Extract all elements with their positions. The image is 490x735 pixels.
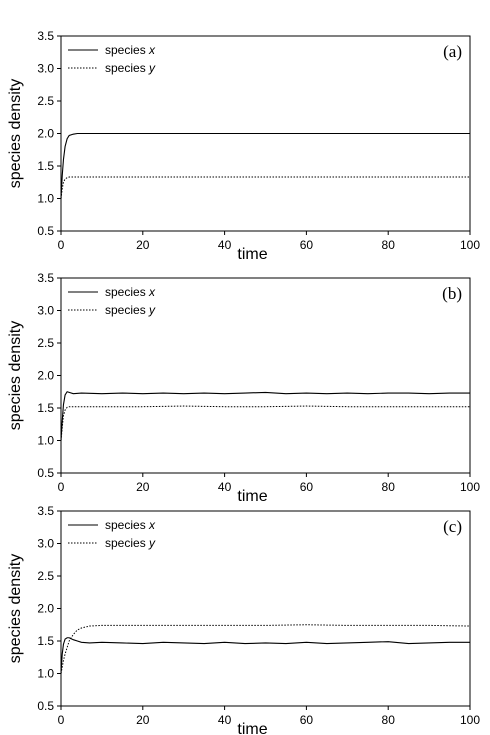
legend-text: species [105,536,149,550]
y-tick-label: 3.5 [37,504,54,518]
x-tick-label: 60 [300,480,314,494]
panel-label: (a) [443,42,462,61]
legend-var: x [148,285,156,299]
y-tick-label: 3.5 [37,271,54,285]
y-tick-label: 1.0 [37,192,54,206]
x-tick-label: 20 [136,713,150,727]
series-line-y [60,405,470,441]
x-tick-label: 40 [218,238,232,252]
x-tick-label: 100 [460,480,480,494]
x-tick-label: 20 [136,480,150,494]
x-axis-label: time [237,246,267,263]
y-tick-label: 0.5 [37,699,54,713]
legend-var: x [148,43,156,57]
y-tick-label: 2.5 [37,569,54,583]
series-line-y [60,176,470,199]
x-tick-label: 80 [382,238,396,252]
y-tick-label: 2.0 [37,127,54,141]
chart-panel-1: 0.5 1.0 1.5 2.0 2.5 3.0 3.5 0 20 40 60 80 100 time spe… [7,271,480,505]
legend-text: species [105,285,149,299]
y-tick-label: 2.5 [37,336,54,350]
y-tick-label: 3.0 [37,62,54,76]
legend-var: x [148,518,156,532]
y-tick-label: 2.5 [37,94,54,108]
x-tick-label: 60 [300,713,314,727]
y-tick-label: 1.5 [37,159,54,173]
x-tick-label: 100 [460,713,480,727]
panel-label: (c) [443,517,462,536]
legend-entry-x: species x [105,285,156,299]
panel-label: (b) [442,284,462,303]
y-tick-label: 1.5 [37,634,54,648]
legend-text: species [105,303,149,317]
x-tick-label: 0 [58,238,65,252]
legend-entry-y: species y [105,536,156,550]
x-tick-label: 40 [218,713,232,727]
x-axis-label: time [237,488,267,505]
series-line-x [60,132,470,199]
y-tick-label: 0.5 [37,224,54,238]
legend-entry-y: species y [105,61,156,75]
chart-panel-0: 0.5 1.0 1.5 2.0 2.5 3.0 3.5 0 20 40 60 80 100 time spe… [7,29,480,263]
legend-text: species [105,518,149,532]
series-line-x [60,391,470,441]
x-tick-label: 0 [58,713,65,727]
y-tick-label: 0.5 [37,466,54,480]
y-tick-label: 1.0 [37,434,54,448]
y-tick-label: 3.5 [37,29,54,43]
x-tick-label: 80 [382,480,396,494]
y-axis-label: species density [7,79,24,188]
x-axis-label: time [237,721,267,735]
y-tick-label: 2.0 [37,602,54,616]
y-axis-label: species density [7,321,24,430]
x-tick-label: 40 [218,480,232,494]
y-tick-label: 1.0 [37,667,54,681]
y-tick-label: 3.0 [37,537,54,551]
series-line-x [60,637,470,674]
series-line-y [60,624,471,674]
legend-var: y [148,61,156,75]
legend-text: species [105,43,149,57]
x-tick-label: 80 [382,713,396,727]
y-tick-label: 2.0 [37,369,54,383]
legend-text: species [105,61,149,75]
y-tick-label: 1.5 [37,401,54,415]
x-tick-label: 100 [460,238,480,252]
legend-entry-x: species x [105,43,156,57]
chart-panel-2: 0.5 1.0 1.5 2.0 2.5 3.0 3.5 0 20 40 60 80 100 time spe… [7,504,480,735]
legend-var: y [148,536,156,550]
legend-entry-y: species y [105,303,156,317]
legend-entry-x: species x [105,518,156,532]
x-tick-label: 0 [58,480,65,494]
y-tick-label: 3.0 [37,304,54,318]
x-tick-label: 20 [136,238,150,252]
y-axis-label: species density [7,554,24,663]
x-tick-label: 60 [300,238,314,252]
legend-var: y [148,303,156,317]
